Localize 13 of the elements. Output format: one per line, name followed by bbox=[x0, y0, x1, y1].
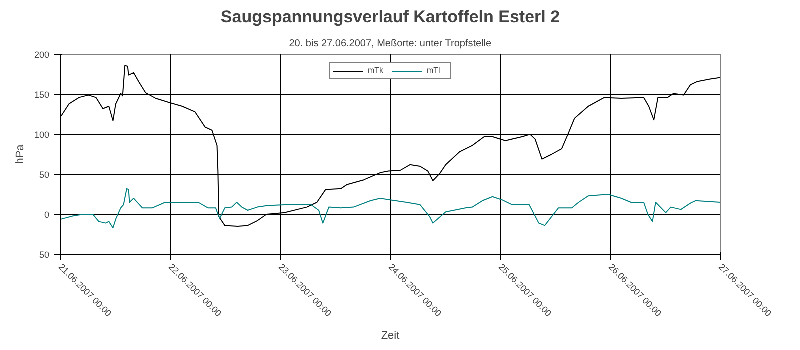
y-tick-label: 200 bbox=[34, 50, 50, 60]
legend-label: mTl bbox=[427, 66, 442, 75]
y-tick-label: 50 bbox=[39, 250, 50, 260]
y-tick-label: 0 bbox=[44, 210, 50, 220]
y-tick-label: 150 bbox=[34, 90, 50, 100]
y-tick-label: 50 bbox=[39, 170, 50, 180]
chart-title: Saugspannungsverlauf Kartoffeln Esterl 2 bbox=[220, 8, 560, 26]
line-series bbox=[60, 188, 720, 229]
chart-subtitle: 20. bis 27.06.2007, Meßorte: unter Tropfstelle bbox=[289, 38, 492, 50]
x-axis-title: Zeit bbox=[381, 330, 400, 342]
legend-label: mTk bbox=[368, 66, 385, 75]
y-axis-title: hPa bbox=[14, 144, 26, 164]
y-tick-label: 100 bbox=[34, 130, 50, 140]
